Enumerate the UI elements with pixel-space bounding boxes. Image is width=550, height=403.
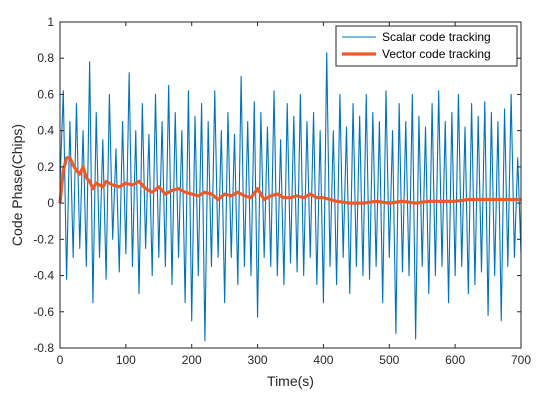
y-tick-label: 0 [47, 196, 54, 210]
series-line-vector [58, 156, 521, 205]
series-line-scalar [59, 52, 522, 342]
x-tick-label: 500 [379, 353, 399, 367]
x-axis-label: Time(s) [267, 373, 314, 389]
x-tick-label: 600 [445, 353, 465, 367]
y-tick-label: -0.4 [33, 269, 54, 283]
x-tick-label: 0 [57, 353, 64, 367]
y-tick-label: -0.8 [33, 341, 54, 355]
plot-frame [59, 21, 522, 349]
x-tick-label: 100 [116, 353, 136, 367]
x-tick-label: 200 [182, 353, 202, 367]
y-tick-label: 0.8 [37, 51, 54, 65]
legend-box [335, 25, 518, 67]
legend-entry-scalar: Scalar code tracking [382, 30, 491, 44]
y-tick-label: -0.2 [33, 232, 54, 246]
legend: Scalar code tracking Vector code trackin… [335, 25, 518, 67]
ticks-layer: 0 100 200 300 400 500 600 700 -0.8 -0.6 -0.4 -0.2 0 0… [33, 15, 531, 367]
x-tick-label: 300 [248, 353, 268, 367]
series-layer [58, 52, 522, 342]
y-axis-label: Code Phase(Chips) [9, 124, 25, 246]
legend-entry-vector: Vector code tracking [382, 47, 491, 61]
y-tick-label: 0.2 [37, 160, 54, 174]
y-tick-label: 0.4 [37, 124, 54, 138]
y-tick-label: -0.6 [33, 305, 54, 319]
y-tick-label: 1 [47, 15, 54, 29]
x-tick-label: 700 [511, 353, 531, 367]
y-tick-label: 0.6 [37, 87, 54, 101]
x-tick-label: 400 [313, 353, 333, 367]
